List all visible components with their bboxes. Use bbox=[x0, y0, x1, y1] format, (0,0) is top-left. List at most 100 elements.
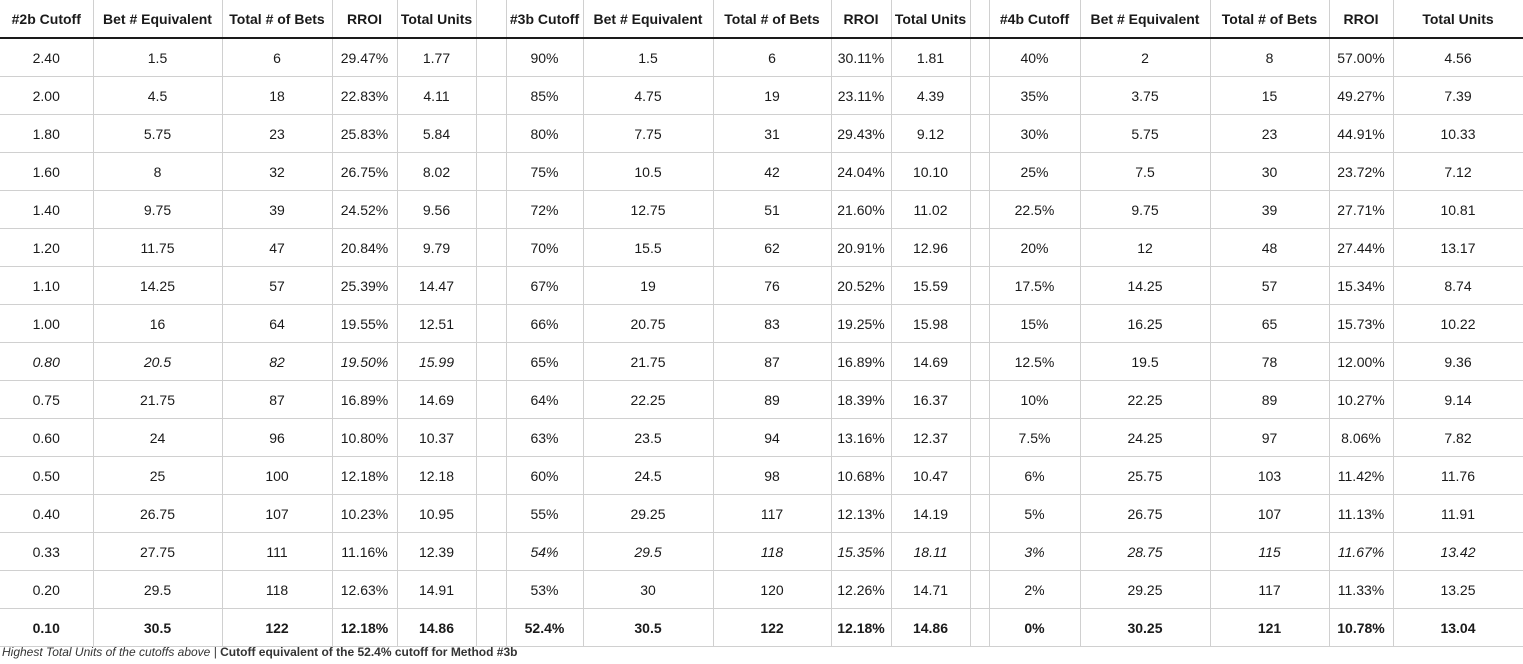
cell-2b-cutoff: 0.60 bbox=[0, 418, 94, 457]
cell-3b-bet-equivalent: 29.5 bbox=[583, 532, 714, 571]
cell-3b-rroi: 20.52% bbox=[831, 266, 892, 305]
column-spacer bbox=[970, 494, 990, 533]
cell-4b-total-units: 7.12 bbox=[1393, 152, 1523, 191]
cell-2b-total-units: 14.91 bbox=[397, 570, 477, 609]
header-4b-rroi: RROI bbox=[1329, 0, 1394, 39]
cell-2b-cutoff: 0.40 bbox=[0, 494, 94, 533]
cell-2b-total-units: 12.51 bbox=[397, 304, 477, 343]
cell-2b-total-bets: 23 bbox=[222, 114, 333, 153]
cell-3b-cutoff: 90% bbox=[506, 38, 584, 77]
cell-2b-total-units: 10.37 bbox=[397, 418, 477, 457]
footnote-italic-legend: Highest Total Units of the cutoffs above… bbox=[2, 645, 221, 659]
cell-4b-total-bets: 115 bbox=[1210, 532, 1330, 571]
column-spacer bbox=[970, 38, 990, 77]
cell-4b-total-units: 10.22 bbox=[1393, 304, 1523, 343]
cell-3b-rroi: 21.60% bbox=[831, 190, 892, 229]
cell-3b-rroi: 12.13% bbox=[831, 494, 892, 533]
cell-2b-total-units: 1.77 bbox=[397, 38, 477, 77]
cell-2b-total-units: 9.56 bbox=[397, 190, 477, 229]
table-row: 1.40 9.75 39 24.52% 9.56 72% 12.75 51 21.60% 11.0… bbox=[0, 190, 1523, 229]
cell-3b-rroi: 20.91% bbox=[831, 228, 892, 267]
cell-2b-cutoff: 0.80 bbox=[0, 342, 94, 381]
column-spacer bbox=[476, 152, 507, 191]
cell-3b-bet-equivalent: 4.75 bbox=[583, 76, 714, 115]
cell-2b-rroi: 20.84% bbox=[332, 228, 398, 267]
cell-4b-rroi: 23.72% bbox=[1329, 152, 1394, 191]
column-spacer bbox=[970, 418, 990, 457]
cell-4b-rroi: 27.44% bbox=[1329, 228, 1394, 267]
cell-4b-bet-equivalent: 19.5 bbox=[1080, 342, 1211, 381]
cell-3b-total-units: 18.11 bbox=[891, 532, 971, 571]
cell-4b-rroi: 11.67% bbox=[1329, 532, 1394, 571]
cell-4b-rroi: 10.78% bbox=[1329, 608, 1394, 647]
cell-4b-cutoff: 20% bbox=[989, 228, 1081, 267]
cell-4b-cutoff: 25% bbox=[989, 152, 1081, 191]
cell-3b-rroi: 12.18% bbox=[831, 608, 892, 647]
cell-4b-total-units: 13.42 bbox=[1393, 532, 1523, 571]
cell-2b-cutoff: 0.75 bbox=[0, 380, 94, 419]
cell-4b-bet-equivalent: 2 bbox=[1080, 38, 1211, 77]
cell-2b-bet-equivalent: 26.75 bbox=[93, 494, 223, 533]
cell-2b-total-bets: 111 bbox=[222, 532, 333, 571]
cell-3b-total-bets: 62 bbox=[713, 228, 832, 267]
cell-3b-bet-equivalent: 23.5 bbox=[583, 418, 714, 457]
header-3b-total-units: Total Units bbox=[891, 0, 971, 39]
column-spacer bbox=[476, 608, 507, 647]
cell-2b-bet-equivalent: 21.75 bbox=[93, 380, 223, 419]
cell-3b-rroi: 29.43% bbox=[831, 114, 892, 153]
table-row: 0.33 27.75 111 11.16% 12.39 54% 29.5 118 15.35% 1… bbox=[0, 532, 1523, 571]
cell-4b-cutoff: 17.5% bbox=[989, 266, 1081, 305]
cell-2b-cutoff: 0.20 bbox=[0, 570, 94, 609]
header-2b-rroi: RROI bbox=[332, 0, 398, 39]
cell-3b-total-bets: 94 bbox=[713, 418, 832, 457]
cell-2b-cutoff: 2.00 bbox=[0, 76, 94, 115]
cell-3b-total-units: 10.47 bbox=[891, 456, 971, 495]
cell-3b-cutoff: 64% bbox=[506, 380, 584, 419]
cell-4b-cutoff: 15% bbox=[989, 304, 1081, 343]
cell-4b-cutoff: 22.5% bbox=[989, 190, 1081, 229]
table-row: 0.50 25 100 12.18% 12.18 60% 24.5 98 10.68% 10.47… bbox=[0, 456, 1523, 495]
cell-3b-cutoff: 66% bbox=[506, 304, 584, 343]
cell-2b-total-bets: 107 bbox=[222, 494, 333, 533]
cell-2b-total-bets: 64 bbox=[222, 304, 333, 343]
column-spacer bbox=[970, 380, 990, 419]
cell-4b-cutoff: 7.5% bbox=[989, 418, 1081, 457]
cell-3b-total-bets: 120 bbox=[713, 570, 832, 609]
cell-3b-rroi: 23.11% bbox=[831, 76, 892, 115]
cell-3b-total-units: 11.02 bbox=[891, 190, 971, 229]
cell-3b-total-bets: 42 bbox=[713, 152, 832, 191]
cell-4b-rroi: 15.73% bbox=[1329, 304, 1394, 343]
cell-2b-total-units: 14.69 bbox=[397, 380, 477, 419]
cell-2b-bet-equivalent: 14.25 bbox=[93, 266, 223, 305]
column-spacer bbox=[476, 380, 507, 419]
cell-3b-bet-equivalent: 12.75 bbox=[583, 190, 714, 229]
cell-4b-bet-equivalent: 5.75 bbox=[1080, 114, 1211, 153]
cell-4b-bet-equivalent: 22.25 bbox=[1080, 380, 1211, 419]
cell-2b-bet-equivalent: 25 bbox=[93, 456, 223, 495]
cell-3b-total-units: 14.71 bbox=[891, 570, 971, 609]
column-spacer bbox=[970, 304, 990, 343]
cell-3b-cutoff: 67% bbox=[506, 266, 584, 305]
cell-2b-cutoff: 1.60 bbox=[0, 152, 94, 191]
header-2b-total-units: Total Units bbox=[397, 0, 477, 39]
cell-4b-total-units: 8.74 bbox=[1393, 266, 1523, 305]
cell-4b-total-bets: 65 bbox=[1210, 304, 1330, 343]
cell-4b-bet-equivalent: 24.25 bbox=[1080, 418, 1211, 457]
cell-3b-total-units: 9.12 bbox=[891, 114, 971, 153]
column-spacer bbox=[476, 190, 507, 229]
table-row: 2.00 4.5 18 22.83% 4.11 85% 4.75 19 23.11% 4.39 35… bbox=[0, 76, 1523, 115]
cell-4b-bet-equivalent: 3.75 bbox=[1080, 76, 1211, 115]
cell-2b-rroi: 26.75% bbox=[332, 152, 398, 191]
header-4b-cutoff: #4b Cutoff bbox=[989, 0, 1081, 39]
cutoff-comparison-table: #2b Cutoff Bet # Equivalent Total # of Bet… bbox=[0, 0, 1523, 647]
cell-2b-total-bets: 32 bbox=[222, 152, 333, 191]
cell-4b-total-units: 13.04 bbox=[1393, 608, 1523, 647]
cell-4b-total-bets: 23 bbox=[1210, 114, 1330, 153]
cell-3b-total-bets: 118 bbox=[713, 532, 832, 571]
header-4b-total-bets: Total # of Bets bbox=[1210, 0, 1330, 39]
footnote: Highest Total Units of the cutoffs above… bbox=[2, 645, 517, 659]
cell-2b-rroi: 12.18% bbox=[332, 608, 398, 647]
cell-2b-cutoff: 2.40 bbox=[0, 38, 94, 77]
cell-4b-bet-equivalent: 12 bbox=[1080, 228, 1211, 267]
cell-3b-cutoff: 72% bbox=[506, 190, 584, 229]
